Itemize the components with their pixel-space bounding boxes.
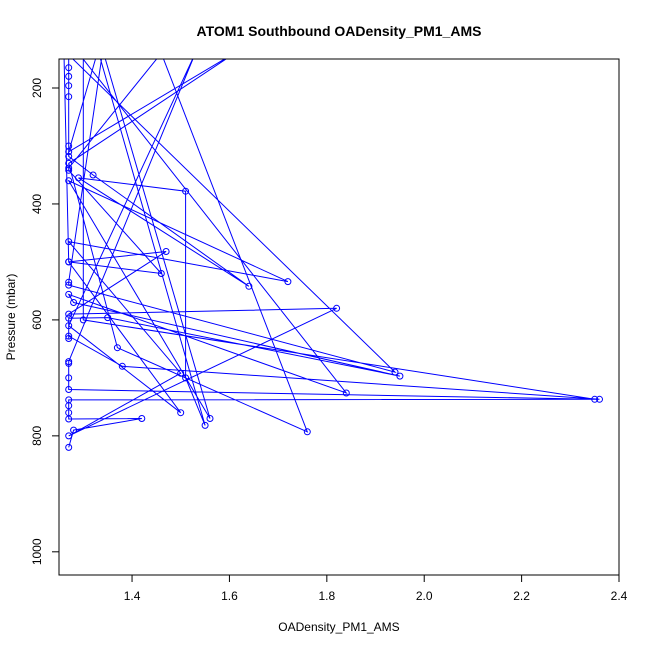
data-point <box>65 72 73 80</box>
data-point <box>79 316 87 324</box>
data-point <box>138 415 146 422</box>
plot-frame <box>58 58 620 576</box>
data-point <box>66 50 72 56</box>
data-point <box>65 443 73 451</box>
data-point <box>591 395 599 403</box>
data-point <box>182 374 190 382</box>
data-point <box>65 281 73 289</box>
data-point <box>70 426 78 434</box>
x-tick-label: 2.2 <box>513 589 530 603</box>
data-point <box>342 389 350 397</box>
data-point <box>104 314 112 322</box>
data-point <box>333 304 341 312</box>
data-point <box>245 282 253 290</box>
data-point <box>65 93 73 101</box>
x-tick-label: 1.6 <box>221 589 238 603</box>
data-point <box>65 278 73 286</box>
data-point <box>80 50 86 56</box>
data-point <box>65 177 73 185</box>
data-point <box>61 47 67 53</box>
x-tick-label: 2.4 <box>611 589 628 603</box>
data-point <box>65 314 73 322</box>
data-point <box>201 421 209 429</box>
data-point <box>65 310 73 318</box>
data-point <box>65 386 73 393</box>
data-point <box>113 344 121 352</box>
data-point <box>65 152 73 160</box>
data-point <box>65 374 73 382</box>
data-point <box>177 409 185 417</box>
data-point <box>76 50 82 56</box>
series-line <box>63 59 600 448</box>
data-point <box>65 166 73 174</box>
data-point <box>70 299 78 306</box>
data-point <box>65 159 73 167</box>
data-point <box>65 290 73 298</box>
data-point <box>65 82 73 90</box>
data-point <box>177 369 185 377</box>
data-point <box>65 396 73 404</box>
x-tick-label: 1.4 <box>124 589 141 603</box>
data-point <box>303 428 311 436</box>
data-point <box>65 335 73 342</box>
data-point <box>65 238 73 246</box>
data-point <box>157 270 165 277</box>
data-point <box>65 148 73 156</box>
data-point <box>89 171 97 179</box>
data-point <box>65 258 73 266</box>
data-point <box>65 359 73 367</box>
y-tick-label: 600 <box>30 310 44 330</box>
data-point <box>284 278 292 286</box>
data-point <box>391 368 399 376</box>
data-point <box>118 362 126 370</box>
data-point <box>65 164 73 172</box>
x-tick-label: 1.8 <box>318 589 335 603</box>
y-tick-label: 800 <box>30 426 44 446</box>
x-tick-label: 2.0 <box>416 589 433 603</box>
chart-title: ATOM1 Southbound OADensity_PM1_AMS <box>197 23 482 39</box>
data-point <box>236 47 242 53</box>
data-point <box>206 415 214 422</box>
data-point <box>65 332 73 340</box>
y-axis-label: Pressure (mbar) <box>4 274 18 361</box>
data-point <box>95 47 101 53</box>
x-axis: 1.4 1.6 1.8 2.0 2.2 2.4 <box>124 575 628 603</box>
data-point <box>65 64 73 72</box>
data-point <box>182 187 190 195</box>
data-point <box>162 248 170 255</box>
data-point <box>100 47 106 53</box>
data-point <box>75 174 82 182</box>
data-point <box>596 395 603 403</box>
data-point <box>65 432 73 440</box>
data-point <box>396 372 404 380</box>
data-point <box>192 50 198 56</box>
data-point <box>65 409 73 417</box>
data-point <box>158 50 164 56</box>
y-axis: 200 400 600 800 1000 <box>30 78 59 565</box>
y-tick-label: 400 <box>30 194 44 214</box>
data-point <box>65 322 73 330</box>
y-tick-label: 1000 <box>30 538 44 565</box>
y-tick-label: 200 <box>30 78 44 98</box>
x-axis-label: OADensity_PM1_AMS <box>278 620 399 634</box>
